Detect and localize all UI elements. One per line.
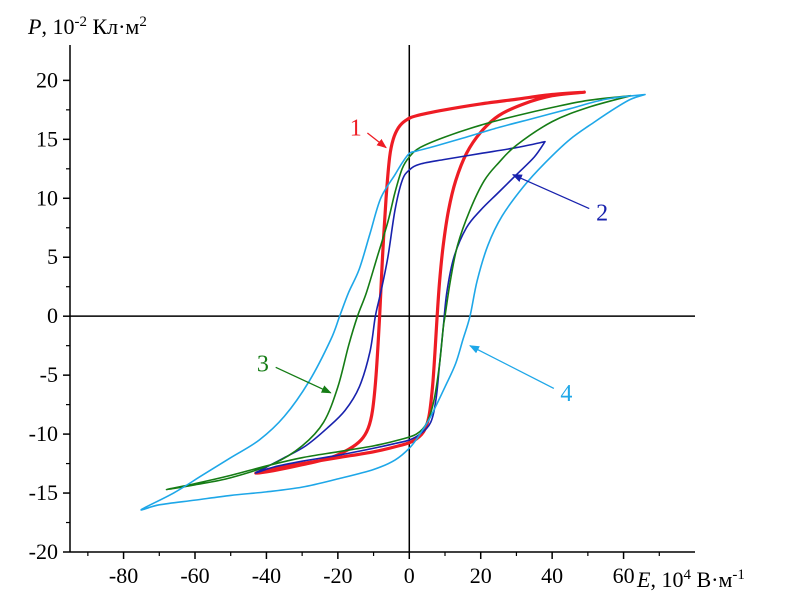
y-tick-label: 0 [47, 303, 58, 328]
y-axis-title: P, 10-2 Кл·м2 [27, 14, 147, 39]
y-axis-unit-exponent: 2 [139, 14, 147, 30]
curve-label-3: 3 [257, 351, 269, 377]
curve-label-2: 2 [596, 200, 608, 226]
curve-arrow-2 [511, 174, 590, 210]
x-tick-label: 0 [404, 563, 415, 588]
x-tick-label: 20 [470, 563, 492, 588]
x-tick-label: -20 [323, 563, 352, 588]
x-axis-unit: В·м [691, 567, 733, 592]
axes: -20 -15 -10 -5 0 5 10 15 20 -80 -60 -40 -20 0 20 40 60 [29, 45, 695, 588]
series-curve-1 [254, 90, 586, 475]
x-axis-text: , 10 [650, 567, 683, 592]
y-tick-label: -5 [40, 362, 58, 387]
x-axis-title: E, 104 В·м-1 [636, 567, 745, 592]
x-tick-label: 40 [541, 563, 563, 588]
x-tick-label: -40 [252, 563, 281, 588]
curves [140, 90, 646, 511]
y-tick-label: 15 [36, 126, 58, 151]
x-tick-label: 60 [613, 563, 635, 588]
x-axis-unit-exponent: -1 [732, 567, 745, 583]
y-tick-label: 20 [36, 67, 58, 92]
y-tick-label: 5 [47, 244, 58, 269]
series-curve-2 [254, 140, 546, 474]
curve-labels: 1 2 3 4 [257, 116, 608, 407]
curve-arrow-4 [469, 345, 555, 390]
x-tick-label: -60 [180, 563, 209, 588]
y-tick-label: -10 [29, 421, 58, 446]
curve-arrow-3 [275, 366, 332, 394]
curve-label-4: 4 [560, 381, 572, 407]
x-axis-symbol: E [636, 567, 651, 592]
series-curve-4 [140, 93, 646, 511]
y-axis-symbol: P [27, 14, 41, 39]
curve-label-1: 1 [350, 116, 362, 142]
x-axis-exponent: 4 [683, 567, 691, 583]
y-axis-text: , 10 [41, 14, 74, 39]
y-axis-exponent: -2 [74, 14, 87, 30]
series-curve-3 [165, 94, 632, 491]
y-tick-label: 10 [36, 185, 58, 210]
curve-arrow-1 [366, 132, 387, 149]
x-tick-label: -80 [109, 563, 138, 588]
y-tick-label: -20 [29, 539, 58, 564]
y-axis-unit: Кл·м [87, 14, 139, 39]
y-tick-label: -15 [29, 480, 58, 505]
